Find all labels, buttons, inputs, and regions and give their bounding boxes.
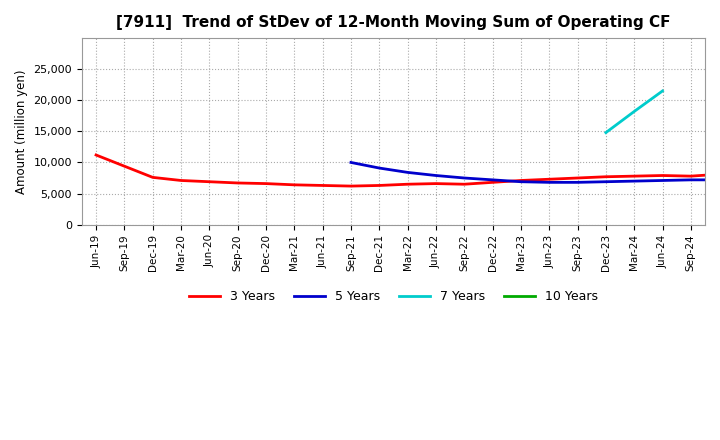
5 Years: [545, 180, 554, 185]
5 Years: [403, 170, 412, 175]
5 Years: [460, 176, 469, 181]
3 Years: [403, 182, 412, 187]
3 Years: [686, 173, 695, 179]
5 Years: [686, 177, 695, 183]
3 Years: [233, 180, 242, 186]
3 Years: [658, 173, 667, 178]
3 Years: [431, 181, 440, 186]
3 Years: [346, 183, 355, 189]
Title: [7911]  Trend of StDev of 12-Month Moving Sum of Operating CF: [7911] Trend of StDev of 12-Month Moving…: [116, 15, 671, 30]
5 Years: [630, 179, 639, 184]
Line: 5 Years: 5 Years: [351, 72, 720, 182]
3 Years: [630, 173, 639, 179]
5 Years: [488, 177, 497, 183]
3 Years: [91, 152, 100, 158]
3 Years: [488, 180, 497, 185]
3 Years: [460, 182, 469, 187]
Line: 3 Years: 3 Years: [96, 54, 720, 186]
3 Years: [120, 164, 129, 169]
5 Years: [346, 160, 355, 165]
5 Years: [375, 165, 384, 171]
Line: 7 Years: 7 Years: [606, 91, 662, 132]
7 Years: [658, 88, 667, 94]
7 Years: [601, 130, 610, 135]
3 Years: [290, 182, 299, 187]
5 Years: [516, 179, 525, 184]
3 Years: [573, 176, 582, 181]
3 Years: [261, 181, 270, 186]
5 Years: [601, 179, 610, 184]
3 Years: [176, 178, 185, 183]
3 Years: [375, 183, 384, 188]
3 Years: [516, 178, 525, 183]
Y-axis label: Amount (million yen): Amount (million yen): [15, 69, 28, 194]
5 Years: [715, 177, 720, 183]
7 Years: [630, 109, 639, 114]
3 Years: [318, 183, 327, 188]
5 Years: [573, 180, 582, 185]
Legend: 3 Years, 5 Years, 7 Years, 10 Years: 3 Years, 5 Years, 7 Years, 10 Years: [184, 285, 603, 308]
5 Years: [658, 178, 667, 183]
3 Years: [148, 175, 157, 180]
3 Years: [205, 179, 214, 184]
5 Years: [431, 173, 440, 178]
3 Years: [715, 172, 720, 177]
3 Years: [601, 174, 610, 180]
3 Years: [545, 176, 554, 182]
